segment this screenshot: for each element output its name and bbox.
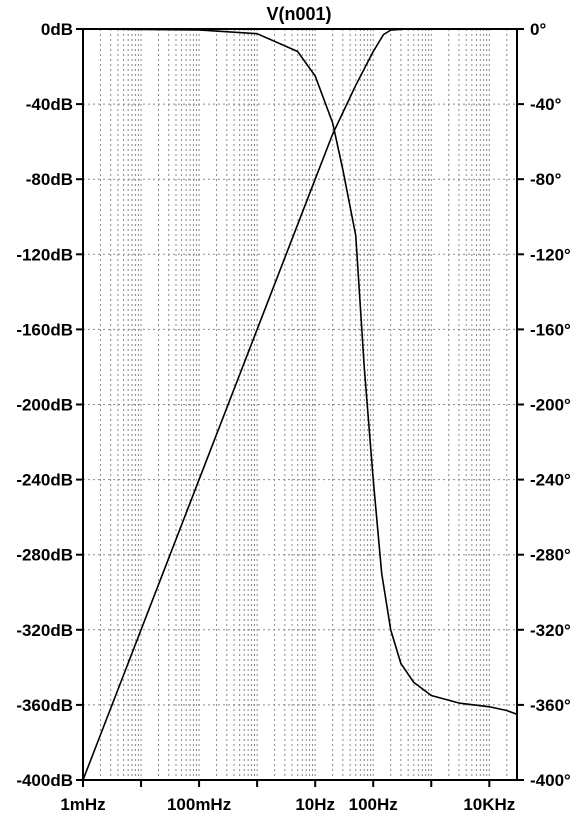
y-left-tick-label: -200dB [16, 396, 73, 415]
y-right-tick-label: -280° [530, 546, 571, 565]
x-tick-label: 10Hz [295, 795, 335, 814]
x-ticks: 1mHz 100mHz 10Hz 100Hz 10KHz [60, 780, 515, 814]
y-right-ticks: 0° -40° -80° -120° -160° -200° -240° -280° -320°… [517, 20, 571, 790]
y-left-tick-label: -160dB [16, 320, 73, 339]
y-left-tick-label: -240dB [16, 471, 73, 490]
chart-title: V(n001) [266, 4, 331, 24]
y-left-tick-label: -360dB [16, 696, 73, 715]
y-right-tick-label: -200° [530, 396, 571, 415]
y-right-tick-label: -120° [530, 245, 571, 264]
x-tick-label: 100mHz [167, 795, 231, 814]
y-right-tick-label: -160° [530, 320, 571, 339]
phase-curve [82, 28, 518, 716]
grid [83, 29, 517, 780]
y-left-tick-label: -400dB [16, 771, 73, 790]
y-left-tick-label: -80dB [26, 170, 73, 189]
y-left-tick-label: -280dB [16, 546, 73, 565]
y-right-tick-label: -360° [530, 696, 571, 715]
y-left-tick-label: -120dB [16, 245, 73, 264]
y-right-tick-label: -240° [530, 471, 571, 490]
y-right-tick-label: -400° [530, 771, 571, 790]
y-left-tick-label: -40dB [26, 95, 73, 114]
y-left-tick-label: 0dB [41, 20, 73, 39]
x-tick-label: 10KHz [463, 795, 515, 814]
x-tick-label: 100Hz [349, 795, 398, 814]
y-left-ticks: 0dB -40dB -80dB -120dB -160dB -200dB -240dB -28… [16, 20, 83, 790]
y-right-tick-label: -40° [530, 95, 562, 114]
x-tick-label: 1mHz [60, 795, 105, 814]
y-left-tick-label: -320dB [16, 621, 73, 640]
y-right-tick-label: -80° [530, 170, 562, 189]
y-right-tick-label: 0° [530, 20, 546, 39]
y-right-tick-label: -320° [530, 621, 571, 640]
